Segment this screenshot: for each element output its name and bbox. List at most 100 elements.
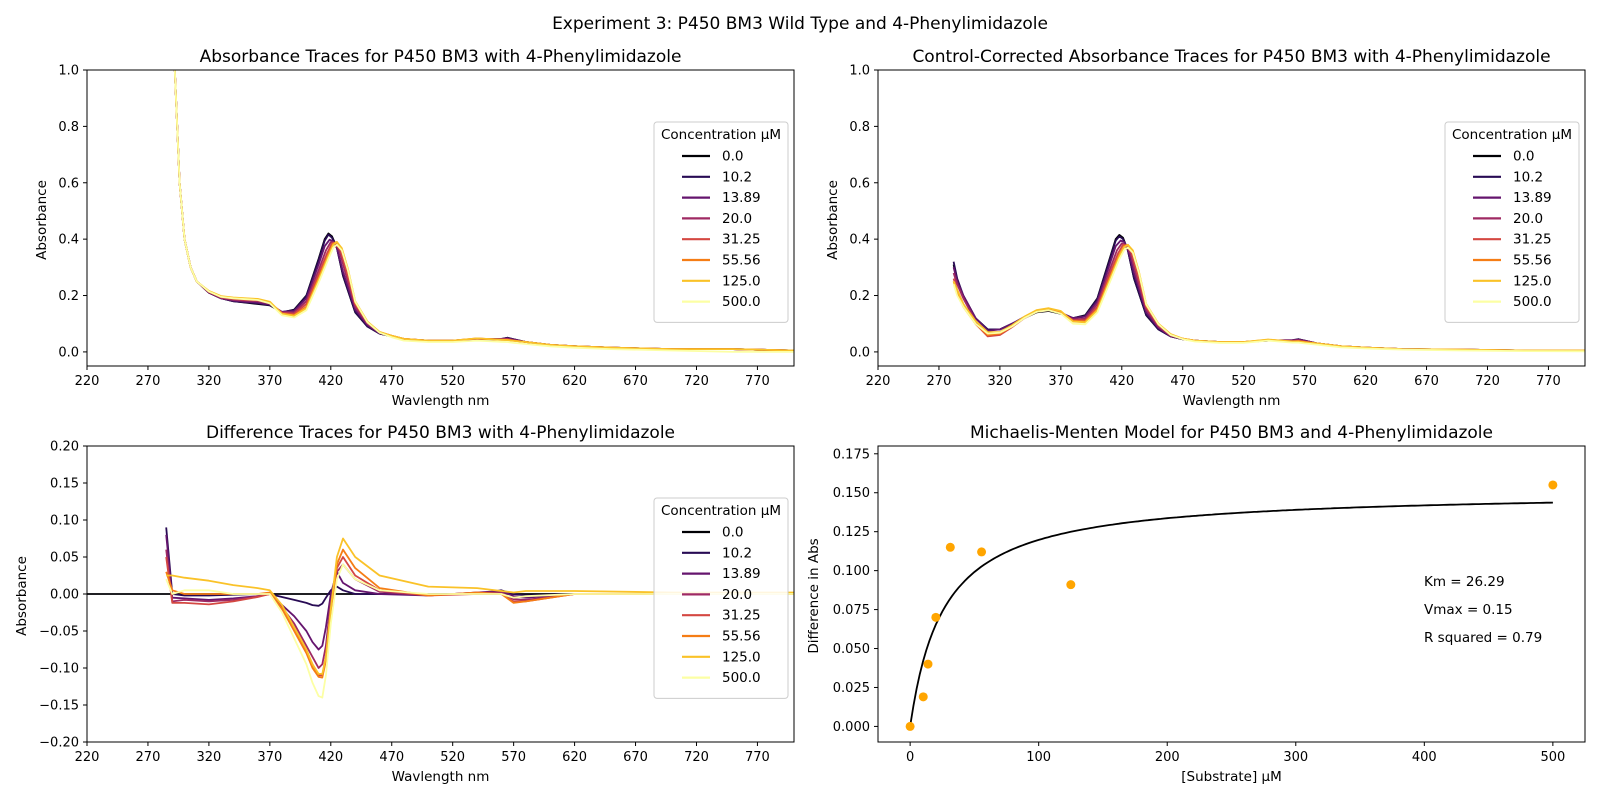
michaelis-ytick-label-7: 0.175 (833, 447, 870, 462)
corrected-legend-label-3: 20.0 (1513, 211, 1543, 227)
difference-xlabel: Wavlength nm (392, 769, 490, 785)
absorbance-title: Absorbance Traces for P450 BM3 with 4-Ph… (200, 47, 682, 67)
absorbance-series-500.0 (173, 70, 794, 353)
difference-xtick-label-370: 370 (257, 750, 282, 765)
michaelis-xtick-label-500: 500 (1540, 750, 1565, 765)
corrected-ylabel: Absorbance (825, 180, 841, 260)
corrected-legend-label-1: 10.2 (1513, 169, 1543, 185)
km-annotation: Km = 26.29 (1424, 574, 1505, 590)
absorbance-xtick-label-570: 570 (501, 374, 526, 389)
corrected-legend-label-7: 500.0 (1513, 294, 1552, 310)
absorbance-panel: Absorbance Traces for P450 BM3 with 4-Ph… (34, 47, 681, 409)
michaelis-ytick-label-1: 0.025 (833, 681, 870, 696)
difference-legend: Concentration µM 0.0 10.2 13.89 20.0 31.25 55.… (653, 497, 789, 699)
difference-xtick-label-320: 320 (196, 750, 221, 765)
michaelis-ytick-label-3: 0.075 (833, 603, 870, 618)
corrected-legend-label-4: 31.25 (1513, 232, 1552, 248)
michaelis-xtick-label-100: 100 (1026, 750, 1051, 765)
corrected-xtick-label-320: 320 (987, 374, 1012, 389)
absorbance-xtick-label-470: 470 (379, 374, 404, 389)
difference-ylabel: Absorbance (14, 556, 30, 636)
data-point-0 (905, 721, 915, 731)
absorbance-plot-area (173, 70, 794, 353)
difference-xtick-label-470: 470 (379, 750, 404, 765)
difference-legend-title: Concentration µM (661, 503, 781, 519)
difference-panel: Difference Traces for P450 BM3 with 4-Ph… (14, 423, 675, 785)
corrected-axes-frame (877, 69, 1586, 367)
corrected-xlabel: Wavlength nm (1183, 393, 1281, 409)
absorbance-xtick-label-370: 370 (257, 374, 282, 389)
absorbance-ytick-label-4: 0.8 (58, 120, 79, 135)
michaelis-xlabel: [Substrate] µM (1181, 769, 1282, 785)
michaelis-axes-frame (877, 445, 1586, 743)
difference-legend-label-3: 20.0 (722, 587, 752, 603)
corrected-xtick-label-420: 420 (1109, 374, 1134, 389)
data-point-7 (1548, 480, 1558, 490)
corrected-legend-box (1444, 121, 1580, 323)
difference-ytick-label-3: −0.05 (39, 625, 79, 640)
difference-series-500.0 (165, 563, 794, 699)
michaelis-xtick-label-300: 300 (1283, 750, 1308, 765)
corrected-ytick-label-0: 0.0 (849, 345, 870, 360)
michaelis-ytick-label-4: 0.100 (833, 564, 870, 579)
michaelis-xtick-label-0: 0 (906, 750, 914, 765)
michaelis-plot-area (905, 480, 1558, 731)
difference-legend-label-6: 125.0 (722, 649, 761, 665)
corrected-plot-area (952, 234, 1585, 353)
absorbance-legend-title: Concentration µM (661, 127, 781, 143)
absorbance-xtick-label-670: 670 (623, 374, 648, 389)
absorbance-legend-label-1: 10.2 (722, 169, 752, 185)
difference-legend-label-2: 13.89 (722, 566, 761, 582)
absorbance-ytick-label-1: 0.2 (58, 289, 79, 304)
corrected-legend-label-6: 125.0 (1513, 273, 1552, 289)
absorbance-legend-label-2: 13.89 (722, 190, 761, 206)
rsquared-annotation: R squared = 0.79 (1424, 630, 1542, 646)
absorbance-xtick-label-270: 270 (136, 374, 161, 389)
difference-ytick-label-5: 0.05 (50, 551, 79, 566)
difference-xtick-label-770: 770 (745, 750, 770, 765)
difference-ytick-label-6: 0.10 (50, 514, 79, 529)
corrected-ytick-label-4: 0.8 (849, 120, 870, 135)
difference-plot-area (87, 527, 794, 699)
corrected-legend-title: Concentration µM (1452, 127, 1572, 143)
difference-legend-label-4: 31.25 (722, 608, 761, 624)
difference-legend-label-5: 55.56 (722, 629, 761, 645)
absorbance-axes-frame (86, 69, 795, 367)
difference-ytick-label-1: −0.15 (39, 699, 79, 714)
corrected-legend-label-0: 0.0 (1513, 149, 1534, 165)
absorbance-xtick-label-220: 220 (75, 374, 100, 389)
corrected-series-500.0 (952, 246, 1585, 353)
absorbance-ylabel: Absorbance (34, 180, 50, 260)
corrected-legend-label-5: 55.56 (1513, 253, 1552, 269)
absorbance-legend-label-7: 500.0 (722, 294, 761, 310)
difference-ytick-label-4: 0.00 (50, 588, 79, 603)
corrected-legend-label-2: 13.89 (1513, 190, 1552, 206)
difference-legend-label-7: 500.0 (722, 670, 761, 686)
michaelis-ytick-label-2: 0.050 (833, 642, 870, 657)
michaelis-ytick-label-5: 0.125 (833, 525, 870, 540)
corrected-xtick-label-270: 270 (927, 374, 952, 389)
corrected-xtick-label-370: 370 (1048, 374, 1073, 389)
difference-legend-box (653, 497, 789, 699)
data-point-3 (931, 612, 941, 622)
corrected-panel: Control-Corrected Absorbance Traces for … (825, 47, 1551, 409)
absorbance-xlabel: Wavlength nm (392, 393, 490, 409)
corrected-xtick-label-570: 570 (1292, 374, 1317, 389)
difference-xtick-label-220: 220 (75, 750, 100, 765)
corrected-xtick-label-670: 670 (1414, 374, 1439, 389)
difference-series-13.89 (165, 534, 794, 651)
difference-xtick-label-620: 620 (562, 750, 587, 765)
corrected-xtick-label-520: 520 (1231, 374, 1256, 389)
absorbance-legend-label-6: 125.0 (722, 273, 761, 289)
corrected-ytick-label-2: 0.4 (849, 233, 870, 248)
corrected-title: Control-Corrected Absorbance Traces for … (912, 47, 1550, 67)
figure-suptitle: Experiment 3: P450 BM3 Wild Type and 4-P… (552, 14, 1048, 34)
corrected-xtick-label-470: 470 (1170, 374, 1195, 389)
difference-xtick-label-420: 420 (318, 750, 343, 765)
data-point-6 (1066, 580, 1076, 590)
difference-xtick-label-520: 520 (440, 750, 465, 765)
corrected-xtick-label-620: 620 (1353, 374, 1378, 389)
difference-series-125.0 (166, 537, 794, 675)
absorbance-ytick-label-5: 1.0 (58, 64, 79, 79)
